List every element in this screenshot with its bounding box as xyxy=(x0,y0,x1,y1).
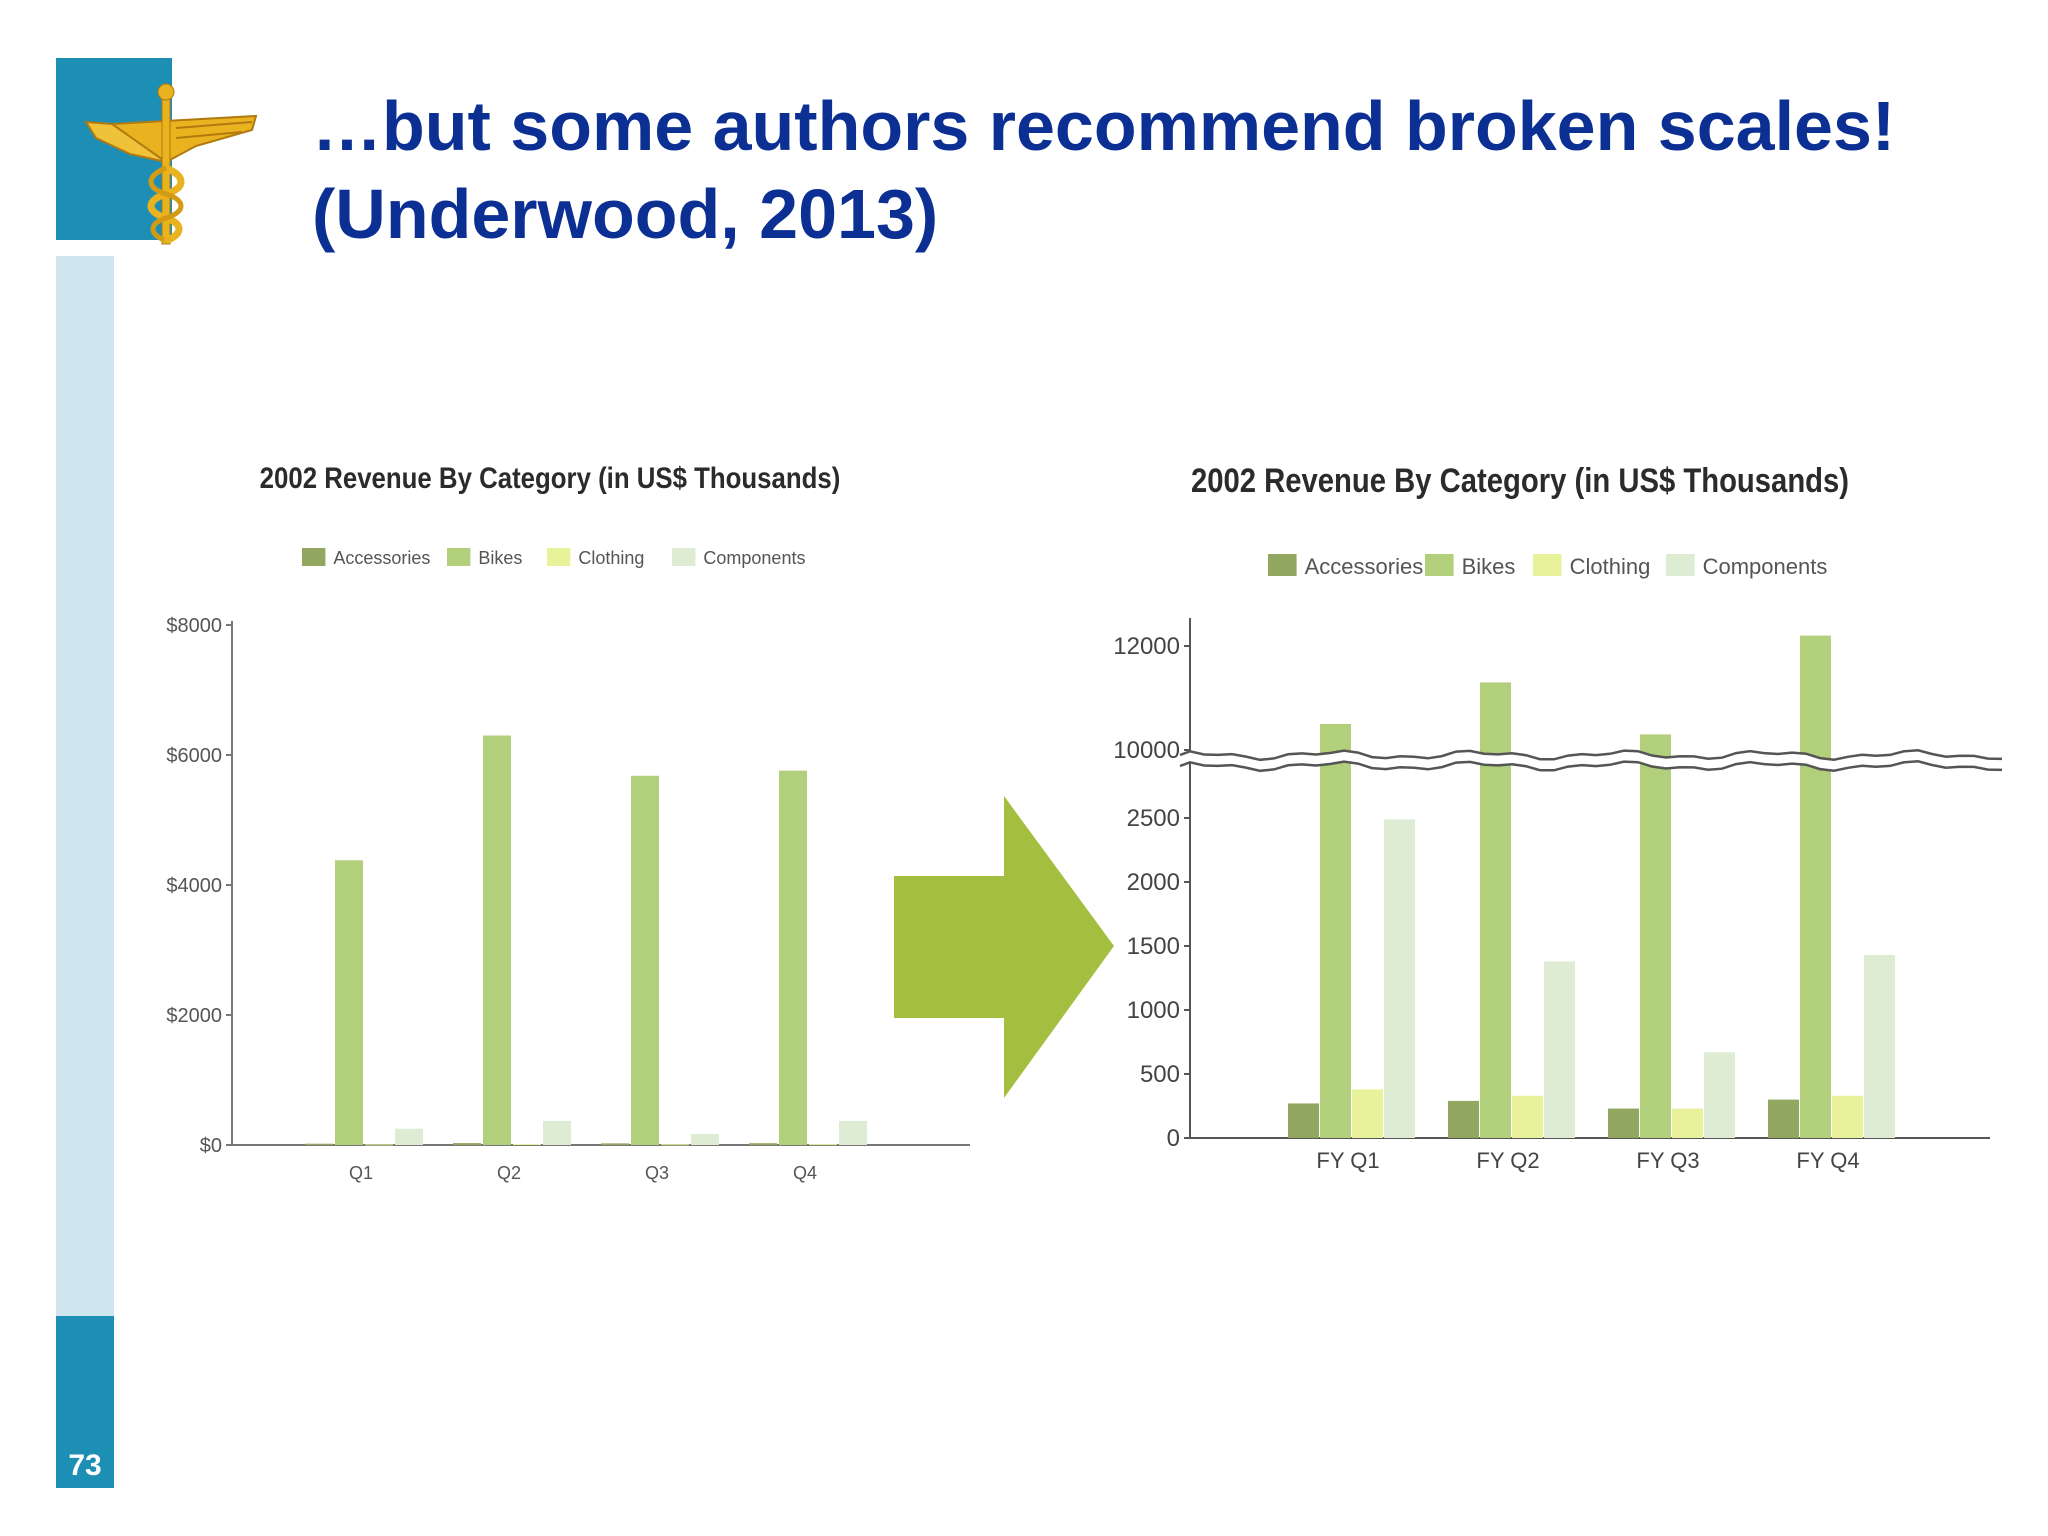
bar xyxy=(1704,1052,1735,1138)
legend-swatch xyxy=(1268,554,1297,576)
bar xyxy=(1768,1099,1799,1138)
y-tick-label: $0 xyxy=(200,1135,222,1157)
legend-swatch xyxy=(302,548,326,566)
caduceus-logo-icon xyxy=(84,83,258,245)
bar xyxy=(1288,1103,1319,1138)
bar xyxy=(1352,1089,1383,1138)
y-tick-label: $4000 xyxy=(166,875,222,897)
sidebar-light-strip xyxy=(56,256,114,1316)
y-tick-label: 2000 xyxy=(1127,869,1180,896)
legend-label: Clothing xyxy=(1570,554,1651,579)
legend-label: Bikes xyxy=(1462,554,1516,579)
sidebar-dark-strip xyxy=(56,1316,114,1488)
y-tick-label: 12000 xyxy=(1113,633,1180,660)
legend-swatch xyxy=(1425,554,1454,576)
x-tick-label: Q3 xyxy=(645,1163,669,1183)
legend-label: Clothing xyxy=(578,548,644,568)
bar xyxy=(839,1120,867,1145)
bar xyxy=(1832,1095,1863,1138)
legend-swatch xyxy=(547,548,571,566)
axis-break-band xyxy=(1180,750,2002,771)
axis-break-line xyxy=(1179,749,2003,762)
axis-break-line xyxy=(1179,760,2003,773)
bar xyxy=(1800,635,1831,1138)
x-tick-label: Q1 xyxy=(349,1163,373,1183)
bar xyxy=(1640,734,1671,1138)
legend-swatch xyxy=(1666,554,1695,576)
y-tick-label: 1500 xyxy=(1127,933,1180,960)
chart-title: 2002 Revenue By Category (in US$ Thousan… xyxy=(1190,462,1850,500)
chart-title: 2002 Revenue By Category (in US$ Thousan… xyxy=(259,462,841,495)
y-tick-label: 500 xyxy=(1140,1061,1180,1088)
bar xyxy=(1608,1108,1639,1138)
bar xyxy=(601,1143,629,1145)
chart-right-svg: Accessories Bikes Clothing Components 0 500 10… xyxy=(1113,554,2003,1173)
x-tick-label: FY Q4 xyxy=(1796,1148,1859,1173)
bar xyxy=(691,1133,719,1145)
y-tick-label: 10000 xyxy=(1113,737,1180,764)
x-tick-label: FY Q2 xyxy=(1476,1148,1539,1173)
logo xyxy=(56,58,258,245)
right-arrow-icon xyxy=(894,796,1114,1098)
bar xyxy=(661,1144,689,1146)
slide-title: …but some authors recommend broken scale… xyxy=(312,87,1896,253)
y-tick-label: $2000 xyxy=(166,1005,222,1027)
bar xyxy=(483,735,511,1145)
legend-swatch xyxy=(1533,554,1562,576)
bar xyxy=(335,860,363,1145)
legend-swatch xyxy=(672,548,696,566)
x-tick-label: FY Q3 xyxy=(1636,1148,1699,1173)
bar xyxy=(513,1144,541,1146)
bar xyxy=(1480,682,1511,1138)
chart-broken-scale: 2002 Revenue By Category (in US$ Thousan… xyxy=(1080,450,2020,1210)
x-tick-label: Q4 xyxy=(793,1163,817,1183)
bar xyxy=(1384,819,1415,1138)
bar xyxy=(631,775,659,1145)
bar xyxy=(779,770,807,1145)
bar xyxy=(809,1144,837,1146)
chart-linear-scale: 2002 Revenue By Category (in US$ Thousan… xyxy=(140,450,1000,1210)
x-tick-label: Q2 xyxy=(497,1163,521,1183)
bar xyxy=(395,1128,423,1145)
legend-label: Bikes xyxy=(478,548,522,568)
y-tick-label: $8000 xyxy=(166,615,222,637)
y-tick-label: $6000 xyxy=(166,745,222,767)
legend-label: Accessories xyxy=(333,548,430,568)
legend-label: Accessories xyxy=(1305,554,1424,579)
bar xyxy=(1512,1095,1543,1138)
page-number: 73 xyxy=(68,1449,102,1482)
legend-label: Components xyxy=(1703,554,1828,579)
chart-left-svg: Accessories Bikes Clothing Components $0 $200… xyxy=(166,548,970,1183)
y-tick-label: 1000 xyxy=(1127,997,1180,1024)
bar xyxy=(749,1143,777,1145)
bar xyxy=(453,1143,481,1145)
bar xyxy=(1320,724,1351,1138)
bar xyxy=(305,1143,333,1145)
y-tick-label: 2500 xyxy=(1127,805,1180,832)
bar xyxy=(1544,961,1575,1138)
x-tick-label: FY Q1 xyxy=(1316,1148,1379,1173)
bar xyxy=(543,1120,571,1145)
legend-swatch xyxy=(447,548,471,566)
y-tick-label: 0 xyxy=(1167,1125,1180,1152)
bar xyxy=(1672,1108,1703,1138)
bar xyxy=(1864,954,1895,1138)
bar xyxy=(365,1144,393,1146)
bar xyxy=(1448,1100,1479,1138)
legend-label: Components xyxy=(703,548,805,568)
